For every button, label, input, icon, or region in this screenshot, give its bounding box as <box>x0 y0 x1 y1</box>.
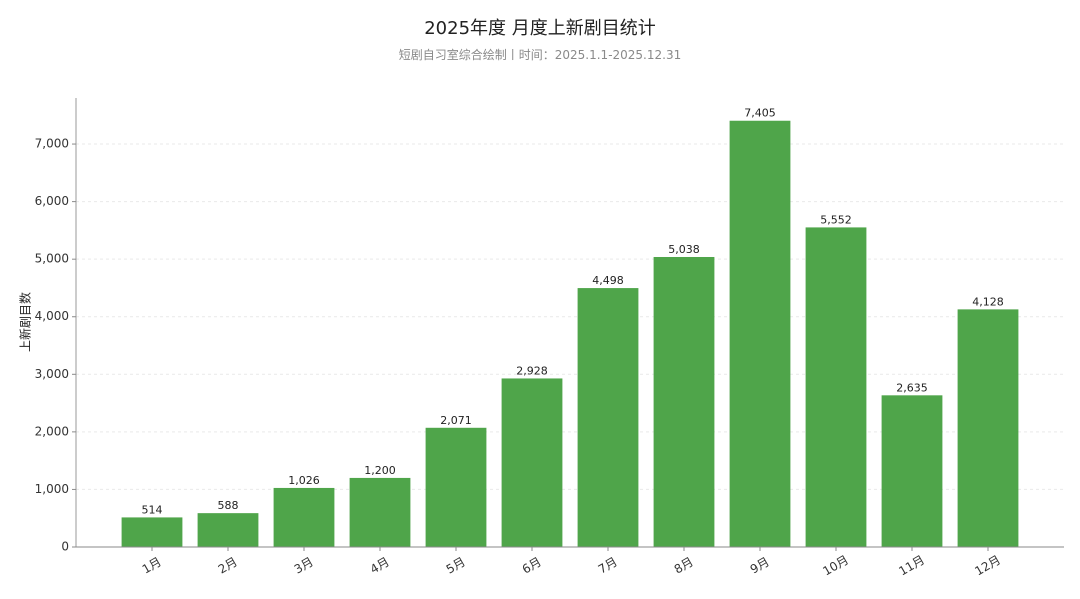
y-axis-ticks: 0 1,000 2,000 3,000 4,000 5,000 6,000 7,000 <box>35 137 76 554</box>
x-tick-label: 2月 <box>216 555 240 577</box>
bar <box>653 256 715 547</box>
x-tick-label: 7月 <box>596 555 620 577</box>
bar <box>501 378 563 547</box>
y-tick-label: 7,000 <box>35 137 69 151</box>
bar <box>881 395 943 547</box>
bar-value-label: 1,026 <box>288 474 320 487</box>
bar <box>577 288 639 547</box>
x-tick-label: 1月 <box>140 555 164 577</box>
chart-title: 2025年度 月度上新剧目统计 <box>424 18 656 39</box>
x-tick-label: 8月 <box>672 555 696 577</box>
x-tick-label: 6月 <box>520 555 544 577</box>
value-labels: 514 588 1,026 1,200 2,071 2,928 4,498 5,038 7,40… <box>142 107 1004 517</box>
bar <box>121 517 183 547</box>
y-tick-label: 4,000 <box>35 309 69 323</box>
chart-subtitle: 短剧自习室综合绘制丨时间：2025.1.1-2025.12.31 <box>399 47 681 62</box>
bar-value-label: 5,038 <box>668 243 700 256</box>
y-tick-label: 5,000 <box>35 252 69 266</box>
x-tick-label: 5月 <box>444 555 468 577</box>
bar <box>349 477 411 547</box>
bar-value-label: 1,200 <box>364 464 396 477</box>
y-tick-label: 1,000 <box>35 482 69 496</box>
bar-value-label: 2,635 <box>896 381 928 394</box>
x-tick-label: 11月 <box>896 553 927 579</box>
bar-value-label: 588 <box>218 499 239 512</box>
bar-value-label: 2,928 <box>516 364 548 377</box>
x-tick-label: 4月 <box>368 555 392 577</box>
x-tick-label: 9月 <box>748 555 772 577</box>
bar <box>273 487 335 547</box>
bar-value-label: 4,128 <box>972 295 1004 308</box>
bar-value-label: 4,498 <box>592 274 624 287</box>
bars <box>121 120 1019 547</box>
gridlines <box>76 143 1064 490</box>
bar-value-label: 514 <box>142 503 163 516</box>
bar-value-label: 2,071 <box>440 414 472 427</box>
y-tick-label: 6,000 <box>35 194 69 208</box>
bar <box>805 227 867 547</box>
x-tick-label: 12月 <box>972 553 1003 579</box>
bar <box>729 120 791 547</box>
x-tick-label: 3月 <box>292 555 316 577</box>
y-tick-label: 3,000 <box>35 367 69 381</box>
x-tick-label: 10月 <box>820 553 851 579</box>
bar <box>425 427 487 547</box>
y-axis-label: 上新剧目数 <box>18 292 33 352</box>
bar-value-label: 7,405 <box>744 107 776 120</box>
bar <box>197 513 259 547</box>
bar <box>957 309 1019 547</box>
y-tick-label: 0 <box>61 540 69 554</box>
y-tick-label: 2,000 <box>35 424 69 438</box>
bar-value-label: 5,552 <box>820 213 852 226</box>
x-axis-ticks: 1月 2月 3月 4月 5月 6月 7月 8月 9月 10月 11月 12月 <box>140 547 1003 578</box>
